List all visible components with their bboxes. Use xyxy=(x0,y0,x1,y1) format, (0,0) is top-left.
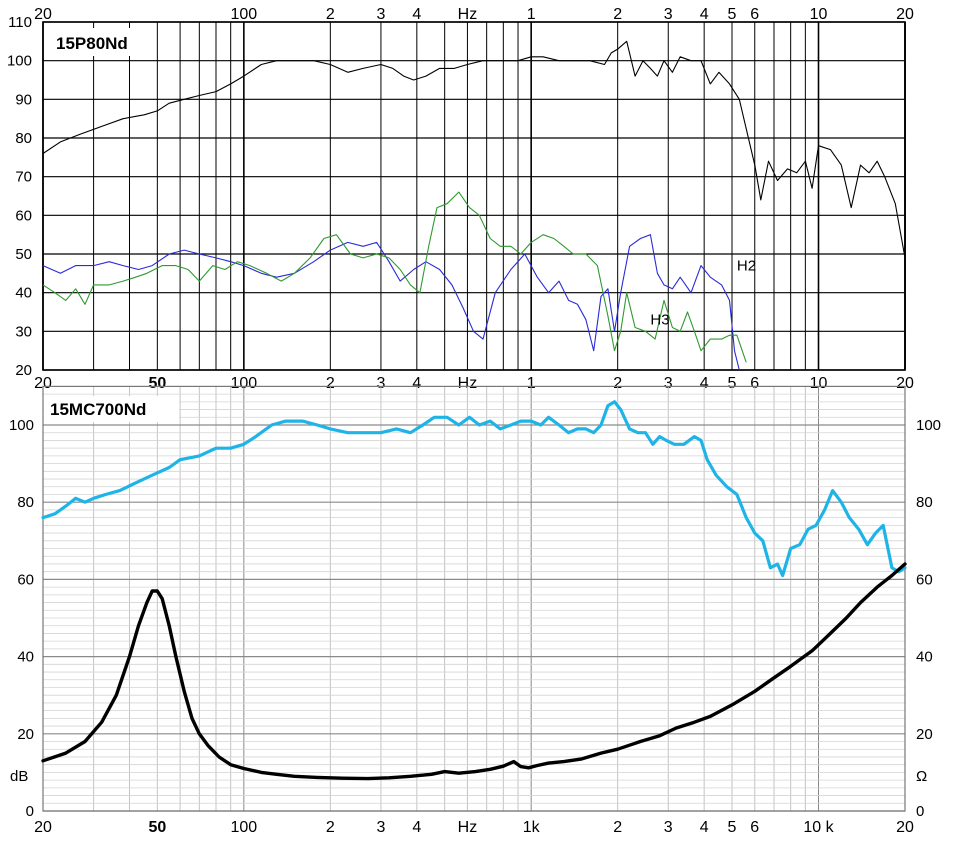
bottom-x-tick-label: 3 xyxy=(664,819,673,836)
top-x-tick-label-lower: 100 xyxy=(230,375,257,392)
h2-distortion-line xyxy=(42,234,740,371)
top-y-tick-label: 70 xyxy=(15,169,32,186)
top-chart-frame xyxy=(42,21,906,371)
bottom-chart-title: 15MC700Nd xyxy=(50,400,146,419)
top-x-tick-label-upper: 1 xyxy=(527,6,536,23)
top-chart-grid xyxy=(42,21,906,371)
bottom-x-tick-label: 50 xyxy=(148,819,166,836)
bottom-x-tick-label: 4 xyxy=(412,819,421,836)
bottom-x-tick-label: Hz xyxy=(458,819,478,836)
bottom-y-tick-label-left: 60 xyxy=(17,571,34,588)
bottom-y-tick-label-left: 20 xyxy=(17,726,34,743)
bottom-impedance-line xyxy=(41,562,907,781)
top-y-tick-label: 80 xyxy=(15,130,32,147)
bottom-x-tick-label: 10 k xyxy=(803,819,834,836)
bottom-y-tick-label-right: 100 xyxy=(916,417,941,434)
top-x-tick-label-lower: 20 xyxy=(34,375,52,392)
bottom-y-tick-label-right: 20 xyxy=(916,726,933,743)
top-x-tick-label-lower: 4 xyxy=(412,375,421,392)
top-y-tick-label: 60 xyxy=(15,207,32,224)
bottom-x-tick-label: 2 xyxy=(613,819,622,836)
top-x-tick-label-upper: 4 xyxy=(412,6,421,23)
top-x-tick-label-upper: 20 xyxy=(34,6,52,23)
bottom-spl-response-line xyxy=(41,400,907,578)
bottom-x-tick-label: 4 xyxy=(700,819,709,836)
bottom-y-tick-label-right: 60 xyxy=(916,571,933,588)
h3-distortion-line xyxy=(42,191,747,363)
top-y-tick-label: 40 xyxy=(15,285,32,302)
top-x-tick-label-lower: 3 xyxy=(376,375,385,392)
top-y-tick-label: 110 xyxy=(8,14,32,31)
bottom-chart-series xyxy=(41,400,907,781)
bottom-y-tick-label-right: 80 xyxy=(916,494,933,511)
left-unit-label: dB xyxy=(10,768,28,785)
top-x-tick-label-lower: Hz xyxy=(458,375,478,392)
bottom-x-tick-label: 1k xyxy=(523,819,541,836)
bottom-y-tick-label-left: 0 xyxy=(26,803,34,820)
top-x-tick-label-upper: 5 xyxy=(728,6,737,23)
top-y-tick-label: 30 xyxy=(15,323,32,340)
bottom-x-tick-label: 20 xyxy=(34,819,52,836)
top-response-line xyxy=(42,40,906,258)
bottom-x-tick-label: 5 xyxy=(728,819,737,836)
top-chart-title: 15P80Nd xyxy=(56,34,128,53)
top-x-tick-label-lower: 20 xyxy=(896,375,914,392)
bottom-x-tick-label: 6 xyxy=(750,819,759,836)
top-x-tick-label-upper: 2 xyxy=(613,6,622,23)
top-x-tick-label-lower: 5 xyxy=(728,375,737,392)
top-x-tick-label-lower: 2 xyxy=(613,375,622,392)
top-y-tick-label: 90 xyxy=(15,91,32,108)
top-x-tick-label-upper: 6 xyxy=(750,6,759,23)
top-x-tick-label-upper: 3 xyxy=(376,6,385,23)
top-chart-series xyxy=(42,40,906,371)
top-x-tick-label-upper: 4 xyxy=(700,6,709,23)
right-unit-label: Ω xyxy=(916,768,927,785)
annotation-h3: H3 xyxy=(650,312,669,329)
annotation-h2: H2 xyxy=(737,258,756,275)
top-x-tick-label-upper: 3 xyxy=(664,6,673,23)
top-y-tick-label: 100 xyxy=(7,53,32,70)
top-x-tick-label-upper: 10 xyxy=(810,6,828,23)
bottom-y-tick-label-right: 40 xyxy=(916,649,933,666)
top-x-tick-label-lower: 1 xyxy=(527,375,536,392)
bottom-x-tick-label: 2 xyxy=(326,819,335,836)
top-x-tick-label-lower: 10 xyxy=(810,375,828,392)
bottom-chart-title-box xyxy=(44,396,179,422)
bottom-x-tick-label: 20 xyxy=(896,819,914,836)
top-x-tick-label-lower: 2 xyxy=(326,375,335,392)
bottom-chart-frame xyxy=(42,385,906,812)
bottom-y-tick-label-left: 100 xyxy=(9,417,34,434)
bottom-y-tick-label-left: 80 xyxy=(17,494,34,511)
bottom-chart-grid xyxy=(42,385,906,812)
bottom-y-tick-label-right: 0 xyxy=(916,803,924,820)
top-x-tick-label-upper: 20 xyxy=(896,6,914,23)
top-chart-title-box xyxy=(44,28,154,56)
bottom-y-tick-label-left: 40 xyxy=(17,649,34,666)
top-y-tick-label: 50 xyxy=(15,246,32,263)
top-x-tick-label-lower: 4 xyxy=(700,375,709,392)
top-x-tick-label-upper: Hz xyxy=(458,6,478,23)
top-x-tick-label-lower: 50 xyxy=(148,375,166,392)
top-y-tick-label: 20 xyxy=(15,362,32,379)
top-x-tick-label-upper: 100 xyxy=(230,6,257,23)
bottom-x-tick-label: 100 xyxy=(230,819,257,836)
bottom-x-tick-label: 3 xyxy=(376,819,385,836)
top-x-tick-label-lower: 3 xyxy=(664,375,673,392)
top-x-tick-label-upper: 2 xyxy=(326,6,335,23)
top-x-tick-label-lower: 6 xyxy=(750,375,759,392)
